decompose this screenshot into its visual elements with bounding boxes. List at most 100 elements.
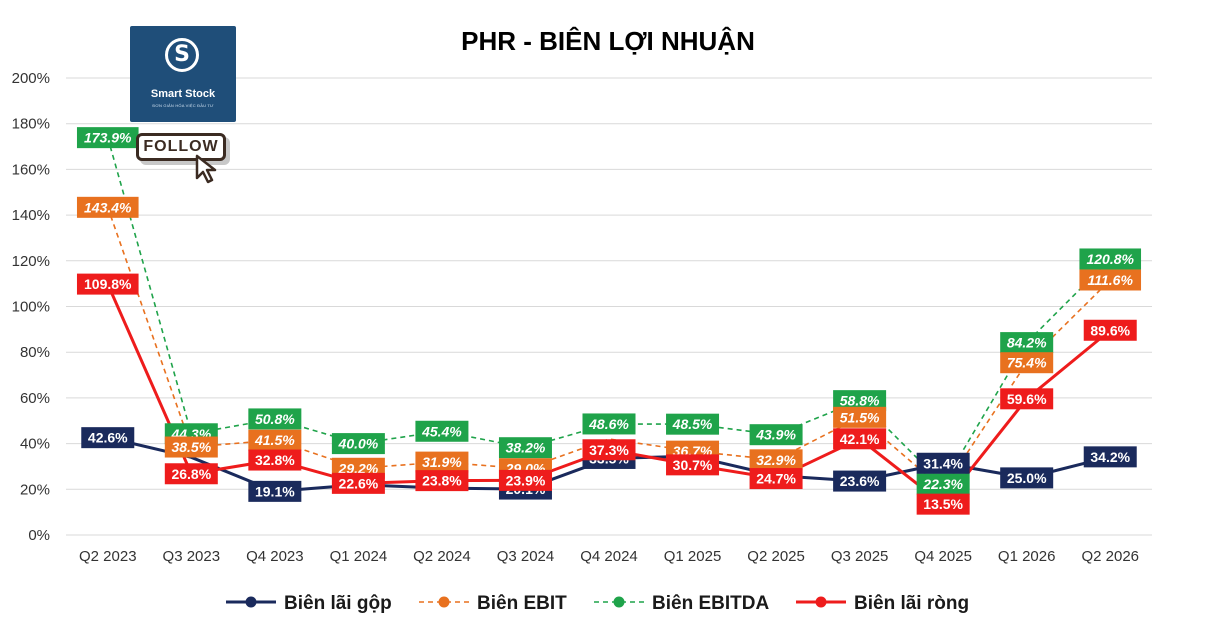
legend-label: Biên lãi gộp	[284, 593, 392, 614]
data-label-box	[833, 390, 887, 412]
data-label: 109.8%	[84, 276, 132, 292]
data-label-box	[248, 408, 302, 430]
data-label: 89.6%	[1090, 322, 1130, 338]
data-label-box	[833, 428, 887, 450]
chart-title: PHR - BIÊN LỢI NHUẬN	[461, 26, 755, 56]
x-tick-label: Q2 2023	[79, 548, 137, 565]
data-label: 24.7%	[756, 471, 796, 487]
data-label-box	[415, 451, 469, 473]
x-tick-label: Q1 2025	[664, 548, 722, 565]
data-label-box	[248, 480, 302, 502]
data-label-box	[81, 427, 135, 449]
data-label: 58.8%	[840, 393, 880, 409]
cursor-arrow-icon	[195, 154, 217, 184]
data-label: 51.5%	[840, 409, 880, 425]
x-tick-label: Q3 2024	[497, 548, 555, 565]
data-label: 32.8%	[255, 452, 295, 468]
data-label: 41.5%	[254, 432, 295, 448]
data-label-box	[331, 433, 385, 455]
logo-name: Smart Stock	[150, 88, 216, 100]
data-label-box	[666, 454, 720, 476]
data-label: 22.6%	[339, 475, 379, 491]
data-label-box	[582, 439, 636, 461]
y-tick-label: 60%	[20, 390, 50, 407]
data-label: 48.6%	[588, 416, 629, 432]
x-tick-label: Q4 2023	[246, 548, 304, 565]
follow-button[interactable]: FOLLOW	[136, 133, 226, 161]
data-label-box	[498, 437, 552, 459]
data-label: 31.9%	[422, 454, 462, 470]
legend-marker	[245, 596, 257, 608]
data-label: 19.1%	[255, 483, 295, 499]
data-label-box	[248, 429, 302, 451]
data-label: 42.6%	[88, 430, 128, 446]
data-label: 38.2%	[506, 440, 546, 456]
data-label: 22.3%	[922, 476, 963, 492]
data-label: 23.9%	[506, 472, 546, 488]
data-label-box	[916, 473, 970, 495]
data-label: 23.6%	[840, 473, 880, 489]
data-label-box	[582, 413, 636, 435]
smart-stock-logo: S Smart Stock ĐƠN GIẢN HÓA VIỆC ĐẦU TƯ	[130, 26, 236, 122]
data-label-box	[1000, 388, 1054, 410]
data-label-box	[415, 420, 469, 442]
y-tick-label: 200%	[12, 70, 50, 87]
x-tick-label: Q4 2025	[914, 548, 972, 565]
data-label-box	[916, 452, 970, 474]
legend-marker	[613, 596, 625, 608]
y-tick-label: 80%	[20, 344, 50, 361]
data-label-box	[498, 469, 552, 491]
data-label-box	[248, 449, 302, 471]
data-label: 84.2%	[1007, 335, 1047, 351]
data-label: 34.2%	[1090, 449, 1130, 465]
data-label-box	[331, 472, 385, 494]
data-label-box	[1079, 248, 1142, 270]
data-label: 31.4%	[923, 455, 963, 471]
y-tick-label: 180%	[12, 116, 50, 133]
data-label: 120.8%	[1086, 251, 1134, 267]
y-tick-label: 20%	[20, 481, 50, 498]
data-label: 29.2%	[338, 460, 379, 476]
x-tick-label: Q2 2024	[413, 548, 471, 565]
data-label-box	[164, 463, 218, 485]
data-label-box	[1079, 269, 1142, 291]
data-label-box	[1083, 446, 1137, 468]
data-label: 23.8%	[422, 473, 462, 489]
data-label-box	[749, 449, 803, 471]
bulb-s-icon: S	[165, 38, 199, 72]
x-tick-label: Q1 2024	[330, 548, 388, 565]
data-label-box	[415, 470, 469, 492]
x-tick-label: Q2 2025	[747, 548, 805, 565]
data-label-box	[164, 436, 218, 458]
legend-marker	[438, 596, 450, 608]
data-label-box	[749, 468, 803, 490]
data-label-box	[833, 470, 887, 492]
data-label-box	[76, 196, 139, 218]
data-label: 37.3%	[589, 442, 629, 458]
x-tick-label: Q2 2026	[1081, 548, 1139, 565]
data-label-box	[76, 273, 139, 295]
data-label-box	[1000, 332, 1054, 354]
data-label-box	[916, 493, 970, 515]
legend-marker	[815, 596, 827, 608]
legend-label: Biên EBITDA	[652, 593, 769, 614]
data-label: 50.8%	[255, 411, 295, 427]
y-tick-label: 140%	[12, 207, 50, 224]
data-label: 111.6%	[1088, 272, 1134, 288]
data-label: 38.5%	[171, 439, 211, 455]
logo-tagline: ĐƠN GIẢN HÓA VIỆC ĐẦU TƯ	[152, 103, 214, 108]
data-label: 45.4%	[421, 423, 462, 439]
data-label: 48.5%	[672, 416, 713, 432]
data-label: 30.7%	[673, 457, 713, 473]
y-tick-label: 100%	[12, 299, 50, 316]
data-label: 75.4%	[1007, 355, 1047, 371]
data-label: 173.9%	[84, 130, 132, 146]
legend-label: Biên EBIT	[477, 593, 567, 614]
data-label: 42.1%	[840, 431, 880, 447]
data-label: 25.0%	[1007, 470, 1047, 486]
data-label-box	[76, 127, 139, 149]
data-label-box	[833, 406, 887, 428]
data-label: 13.5%	[923, 496, 963, 512]
data-label: 43.9%	[755, 427, 796, 443]
